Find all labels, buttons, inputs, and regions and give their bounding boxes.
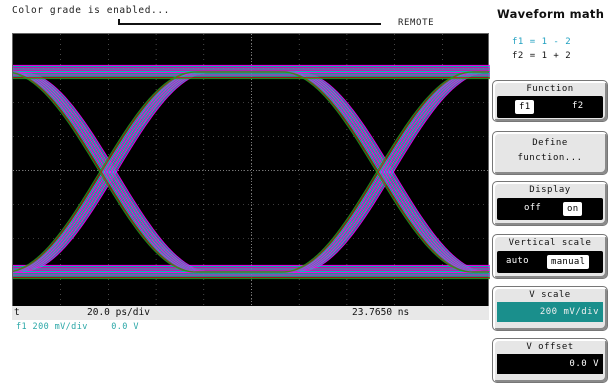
panel-title: Waveform math [497, 7, 605, 21]
trace-transition [13, 71, 489, 273]
waveform-display[interactable] [12, 33, 490, 319]
trace-transition [13, 71, 489, 273]
remote-label: REMOTE [398, 18, 435, 28]
v-scale-label: V scale [529, 290, 571, 300]
eye-diagram-plot [13, 34, 490, 307]
define-function-button[interactable]: Define function... [492, 131, 608, 175]
define-label-line1: Define [532, 138, 568, 148]
trace-transition [13, 71, 489, 273]
function-option-f1[interactable]: f1 [515, 100, 535, 114]
function-selector[interactable]: f1 f2 [497, 96, 603, 118]
trace-transition [13, 71, 489, 273]
status-message: Color grade is enabled... [12, 5, 170, 16]
trace-transition [13, 71, 489, 273]
trace-transition [13, 71, 489, 273]
formula-f1: f1 = 1 - 2 [512, 37, 572, 47]
trace-transition [13, 71, 489, 273]
trace-transition [13, 71, 489, 273]
vertical-scale-label: Vertical scale [508, 238, 592, 248]
trace-transition [13, 71, 489, 273]
trace-transition [13, 71, 489, 273]
trace-transition [13, 71, 489, 273]
display-option-off[interactable]: off [524, 203, 542, 213]
trace-transition [13, 71, 489, 273]
define-label-line2: function... [517, 153, 583, 163]
trace-transition [13, 71, 489, 273]
graticule [13, 34, 490, 307]
trace-transition [13, 71, 489, 273]
trace-transition [13, 71, 489, 273]
timebase-value: 20.0 ps/div [87, 307, 150, 318]
trace-transition [13, 71, 489, 273]
trace-transition [13, 71, 489, 273]
trace-transition [13, 71, 489, 273]
trace-transition [13, 71, 489, 273]
trace-transition [13, 71, 489, 273]
channel-offset: 0.0 V [111, 322, 139, 332]
trace-transition [13, 71, 489, 273]
function-option-f2[interactable]: f2 [572, 101, 584, 111]
vertical-scale-option-manual[interactable]: manual [547, 255, 590, 269]
trace-transition [13, 71, 490, 273]
trace-transition [13, 71, 489, 273]
timebase-bar: t 20.0 ps/div 23.7650 ns [12, 306, 489, 320]
channel-readout: f1 200 mV/div 0.0 V [16, 322, 157, 332]
function-softkey[interactable]: Function f1 f2 [492, 80, 608, 122]
trace-transition [13, 71, 489, 273]
trace-transition [13, 71, 490, 273]
eye-traces [13, 64, 490, 280]
formula-f2: f2 = 1 + 2 [512, 51, 572, 61]
display-selector[interactable]: off on [497, 198, 603, 220]
display-option-on[interactable]: on [563, 202, 583, 216]
vertical-scale-option-auto[interactable]: auto [506, 256, 529, 266]
display-label: Display [529, 185, 571, 195]
v-offset-value[interactable]: 0.0 V [497, 354, 603, 374]
vertical-scale-softkey[interactable]: Vertical scale auto manual [492, 234, 608, 279]
timebase-marker: t [14, 307, 20, 318]
v-offset-label: V offset [526, 342, 574, 352]
trace-transition [13, 71, 489, 273]
trace-transition [13, 71, 489, 273]
trace-transition [13, 71, 489, 273]
time-position-value: 23.7650 ns [352, 307, 410, 318]
trace-transition [13, 71, 489, 273]
trace-transition [13, 71, 489, 273]
v-offset-softkey[interactable]: V offset 0.0 V [492, 338, 608, 383]
trace-transition [13, 71, 489, 273]
trace-transition [13, 71, 489, 273]
trace-transition [13, 71, 489, 273]
trace-transition [13, 71, 489, 273]
remote-bar-tick [118, 19, 120, 25]
channel-scale: f1 200 mV/div [16, 322, 88, 332]
trace-transition [13, 71, 489, 273]
trace-transition [13, 71, 489, 273]
v-scale-value[interactable]: 200 mV/div [497, 302, 603, 322]
v-scale-softkey[interactable]: V scale 200 mV/div [492, 286, 608, 331]
remote-status-bar [118, 23, 381, 25]
trace-transition [13, 71, 489, 273]
function-label: Function [526, 84, 574, 94]
trace-transition [13, 71, 489, 273]
vertical-scale-selector[interactable]: auto manual [497, 251, 603, 273]
trace-transition [13, 71, 489, 273]
display-softkey[interactable]: Display off on [492, 181, 608, 226]
trace-transition [13, 71, 489, 273]
